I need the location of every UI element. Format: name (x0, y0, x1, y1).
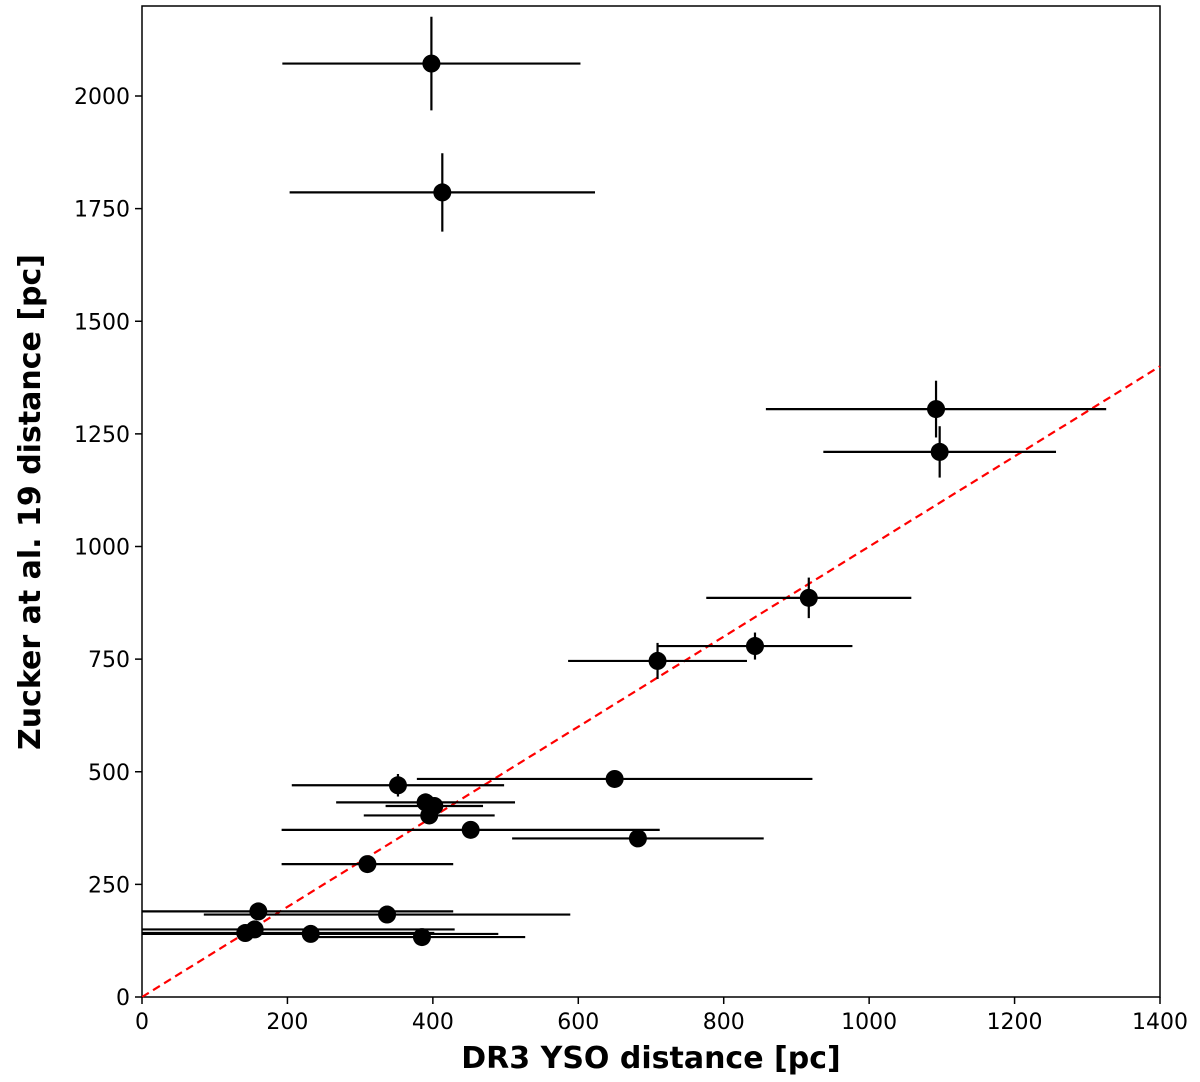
y-tick-label: 500 (88, 761, 130, 786)
data-point (745, 637, 764, 656)
data-point (628, 829, 647, 848)
y-axis-ticks: 0 250 500 750 1000 1250 1500 1750 2000 (74, 85, 142, 1011)
y-tick-label: 1500 (74, 310, 130, 335)
data-point (378, 905, 397, 924)
data-point (422, 54, 441, 73)
y-tick-label: 0 (116, 986, 130, 1011)
x-tick-label: 600 (557, 1010, 599, 1035)
reference-line-layer (141, 365, 1161, 998)
y-tick-label: 1000 (74, 536, 130, 561)
x-tick-label: 1400 (1132, 1010, 1188, 1035)
x-axis-ticks: 0 200 400 600 800 1000 1200 1400 (135, 997, 1188, 1035)
y-tick-label: 750 (88, 648, 130, 673)
data-point (605, 769, 624, 788)
data-point (249, 902, 268, 921)
x-tick-label: 200 (266, 1010, 308, 1035)
x-tick-label: 400 (412, 1010, 454, 1035)
data-point (461, 820, 480, 839)
x-tick-label: 1200 (987, 1010, 1043, 1035)
x-tick-label: 0 (135, 1010, 149, 1035)
data-point (420, 806, 439, 825)
point-layer (236, 54, 949, 947)
data-point (799, 588, 818, 607)
data-point (388, 776, 407, 795)
data-point (236, 924, 255, 943)
data-point (648, 651, 667, 670)
y-tick-label: 2000 (74, 85, 130, 110)
y-axis-label: Zucker at al. 19 distance [pc] (13, 254, 48, 750)
reference-line (141, 365, 1161, 998)
data-point (301, 924, 320, 943)
y-tick-label: 250 (88, 873, 130, 898)
y-tick-label: 1250 (74, 423, 130, 448)
plot-frame (141, 5, 1161, 998)
y-tick-label: 1750 (74, 198, 130, 223)
error-bar-layer (142, 16, 1107, 941)
data-point (930, 442, 949, 461)
data-point (927, 400, 946, 419)
data-point (412, 928, 431, 947)
x-tick-label: 800 (703, 1010, 745, 1035)
x-tick-label: 1000 (841, 1010, 897, 1035)
x-axis-label: DR3 YSO distance [pc] (461, 1041, 840, 1076)
data-point (433, 183, 452, 202)
data-point (358, 855, 377, 874)
